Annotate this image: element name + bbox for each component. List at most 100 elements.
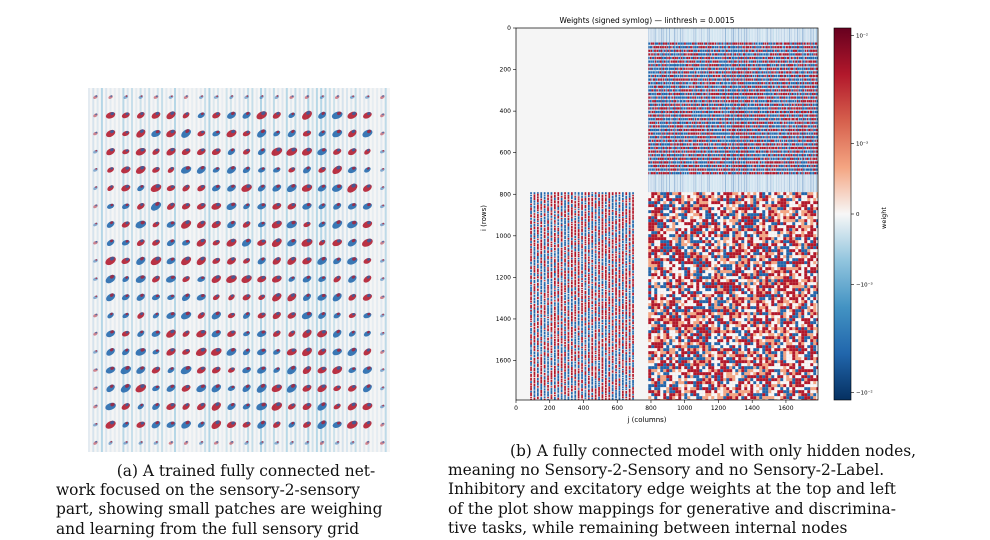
weight-patch — [121, 403, 130, 410]
column-stripe — [380, 88, 383, 452]
weight-patch — [105, 366, 116, 374]
column-stripe — [234, 88, 237, 452]
weight-patch — [346, 420, 358, 429]
column-stripe — [333, 88, 336, 452]
weight-patch — [302, 130, 312, 137]
weight-patch — [152, 349, 160, 355]
weight-patch — [364, 167, 371, 173]
weight-patch — [274, 95, 279, 100]
weight-patch — [227, 111, 236, 119]
stripe-row — [648, 78, 818, 81]
column-stripe — [341, 88, 344, 452]
weight-patch — [288, 167, 296, 173]
weight-patch — [212, 130, 221, 137]
figure-a-caption: (a) A trained fully connected net- work … — [56, 462, 436, 539]
weight-patch — [227, 385, 236, 391]
weight-patch — [272, 311, 281, 320]
stripe-column — [567, 192, 570, 400]
weight-patch — [212, 257, 221, 264]
weight-patch — [363, 420, 372, 429]
stripe-column — [618, 192, 621, 400]
weight-patch — [318, 167, 326, 173]
caption-b-line: of the plot show mappings for generative… — [448, 499, 896, 518]
weight-patch — [362, 129, 373, 138]
weight-patch — [333, 403, 341, 410]
weight-patch — [167, 166, 175, 173]
weight-patch — [212, 184, 221, 192]
weight-patch — [257, 420, 267, 429]
weight-patch — [199, 441, 204, 445]
weight-patch — [362, 202, 372, 210]
caption-b-line: (b) A fully connected model with only hi… — [509, 442, 917, 460]
column-stripe — [260, 88, 262, 452]
weight-patch — [136, 256, 146, 265]
weight-patch — [272, 111, 281, 119]
weight-patch — [166, 329, 176, 338]
weight-patch — [332, 239, 343, 247]
weight-patch — [363, 258, 372, 264]
weight-patch — [151, 366, 161, 374]
stripe-column — [591, 192, 594, 400]
stripe-row — [648, 64, 818, 67]
weight-patch — [333, 257, 342, 265]
weight-patch — [105, 129, 116, 138]
weight-patch — [334, 95, 340, 99]
weight-patch — [287, 238, 297, 247]
x-tick-label: 200 — [544, 405, 556, 412]
column-stripe — [178, 88, 181, 452]
caption-b-line: tive tasks, while remaining between inte… — [448, 518, 848, 537]
weight-patch — [301, 184, 313, 192]
weight-patch — [243, 331, 251, 337]
stripe-row — [648, 60, 818, 63]
weight-patch — [152, 312, 160, 319]
weight-patch — [107, 203, 115, 209]
weight-patch — [259, 441, 265, 445]
weight-patch — [210, 347, 222, 356]
weight-patch — [122, 276, 130, 283]
weight-patch — [152, 148, 160, 155]
weight-patch — [286, 147, 298, 156]
weight-patch — [93, 149, 98, 154]
weight-patch — [166, 384, 176, 392]
column-stripe — [96, 88, 99, 452]
column-stripe — [255, 88, 258, 452]
figure-a-patches — [93, 95, 385, 445]
stripe-row — [648, 132, 818, 135]
weight-patch — [317, 184, 327, 192]
weight-patch — [288, 276, 296, 282]
weight-patch — [211, 420, 222, 430]
weight-patch — [137, 312, 145, 319]
column-stripe — [358, 88, 361, 452]
column-stripe — [311, 88, 314, 452]
y-tick-label: 600 — [500, 150, 512, 157]
column-stripe — [251, 88, 254, 452]
weight-patch — [380, 313, 385, 318]
weight-patch — [362, 220, 373, 229]
weight-patch — [166, 147, 176, 156]
weight-patch — [348, 367, 357, 373]
column-stripe — [182, 88, 185, 452]
weight-patch — [121, 257, 131, 265]
weight-patch — [317, 330, 328, 338]
weight-patch — [257, 257, 266, 265]
weight-patch — [182, 184, 190, 192]
column-stripe — [337, 88, 340, 452]
x-tick-label: 400 — [578, 405, 590, 412]
weight-patch — [302, 202, 312, 210]
weight-patch — [319, 440, 325, 445]
weight-patch — [331, 111, 343, 120]
y-tick-label: 1200 — [496, 274, 511, 281]
weight-patch — [242, 294, 251, 301]
weight-patch — [93, 350, 98, 354]
column-stripe — [143, 88, 146, 452]
weight-patch — [93, 95, 98, 99]
weight-patch — [122, 130, 130, 137]
weight-patch — [347, 402, 357, 411]
plot-area — [516, 28, 818, 400]
weight-patch — [136, 239, 145, 247]
weight-patch — [318, 221, 326, 228]
weight-patch — [348, 293, 357, 301]
weight-patch — [242, 403, 251, 410]
stripe-row — [648, 49, 818, 52]
weight-patch — [167, 294, 175, 301]
